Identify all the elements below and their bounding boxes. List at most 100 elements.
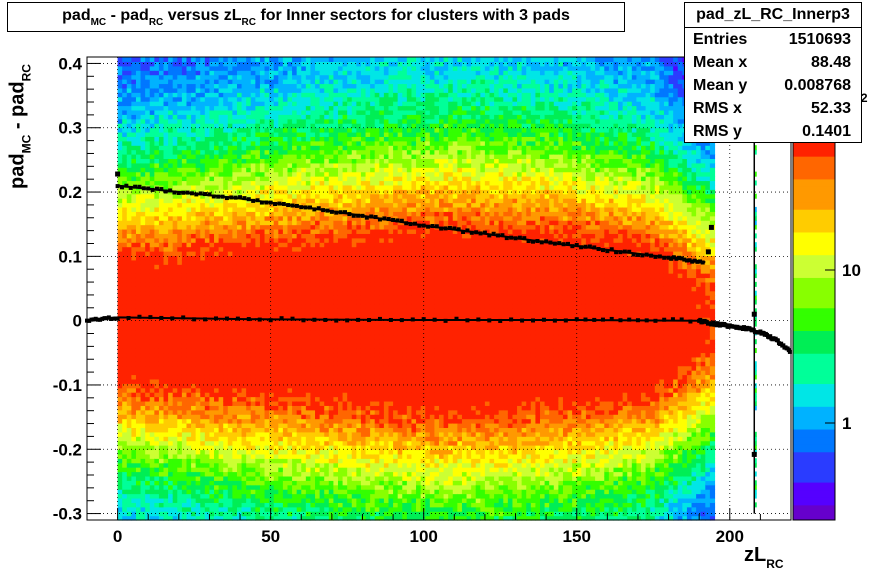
heatmap-cell — [319, 109, 325, 115]
heatmap-cell — [186, 370, 192, 376]
heatmap-cell — [264, 109, 270, 115]
heatmap-cell — [214, 502, 220, 508]
heatmap-cell — [209, 136, 215, 142]
heatmap-cell — [241, 264, 247, 270]
heatmap-cell — [223, 74, 229, 80]
heatmap-cell — [296, 462, 302, 468]
heatmap-cell — [264, 286, 270, 292]
heatmap-cell — [328, 392, 334, 398]
heatmap-cell — [200, 215, 206, 221]
heatmap-cell — [149, 228, 155, 234]
heatmap-cell — [186, 374, 192, 380]
heatmap-cell — [319, 356, 325, 362]
heatmap-cell — [305, 281, 312, 287]
heatmap-cell — [149, 114, 155, 120]
heatmap-cell — [246, 502, 252, 508]
heatmap-cell — [236, 418, 243, 424]
heatmap-cell — [191, 308, 197, 314]
heatmap-cell — [278, 400, 284, 406]
heatmap-cell — [333, 370, 339, 376]
heatmap-cell — [324, 511, 330, 517]
heatmap-cell — [305, 242, 312, 248]
heatmap-cell — [259, 445, 266, 451]
heatmap-cell — [135, 114, 142, 120]
heatmap-cell — [195, 290, 201, 296]
heatmap-cell — [333, 277, 339, 283]
heatmap-cell — [154, 497, 160, 503]
heatmap-cell — [328, 321, 334, 327]
heatmap-cell — [145, 215, 151, 221]
heatmap-cell — [135, 400, 142, 406]
heatmap-cell — [232, 206, 238, 212]
heatmap-cell — [204, 83, 211, 89]
heatmap-cell — [301, 228, 307, 234]
heatmap-cell — [122, 414, 128, 420]
heatmap-cell — [172, 431, 178, 437]
heatmap-cell — [140, 215, 146, 221]
heatmap-cell — [191, 418, 197, 424]
heatmap-cell — [250, 339, 256, 345]
heatmap-cell — [241, 458, 247, 464]
heatmap-cell — [292, 511, 298, 517]
heatmap-cell — [163, 109, 169, 115]
heatmap-cell — [158, 145, 165, 151]
heatmap-cell — [154, 154, 160, 160]
heatmap-cell — [122, 515, 128, 521]
heatmap-cell — [310, 83, 316, 89]
heatmap-cell — [296, 61, 302, 67]
heatmap-cell — [149, 215, 155, 221]
heatmap-cell — [218, 484, 224, 490]
heatmap-cell — [310, 374, 316, 380]
heatmap-cell — [292, 405, 298, 411]
heatmap-cell — [131, 273, 137, 279]
heatmap-cell — [292, 303, 298, 309]
heatmap-cell — [255, 184, 261, 190]
heatmap-cell — [172, 471, 178, 477]
heatmap-cell — [122, 502, 128, 508]
heatmap-cell — [305, 158, 312, 164]
heatmap-cell — [158, 70, 165, 76]
heatmap-cell — [209, 57, 215, 63]
heatmap-cell — [241, 489, 247, 495]
heatmap-cell — [269, 114, 275, 120]
heatmap-cell — [296, 467, 302, 473]
heatmap-cell — [214, 414, 220, 420]
heatmap-cell — [177, 422, 183, 428]
heatmap-cell — [236, 96, 243, 102]
heatmap-cell — [181, 259, 188, 265]
heatmap-cell — [209, 251, 215, 257]
heatmap-cell — [255, 92, 261, 98]
heatmap-cell — [172, 436, 178, 442]
heatmap-cell — [195, 308, 201, 314]
heatmap-cell — [278, 321, 284, 327]
heatmap-cell — [145, 400, 151, 406]
heatmap-cell — [287, 83, 293, 89]
heatmap-cell — [296, 277, 302, 283]
heatmap-cell — [250, 228, 256, 234]
heatmap-cell — [131, 220, 137, 226]
heatmap-cell — [278, 418, 284, 424]
heatmap-cell — [250, 206, 256, 212]
heatmap-cell — [145, 414, 151, 420]
heatmap-cell — [172, 118, 178, 124]
heatmap-cell — [204, 308, 211, 314]
heatmap-cell — [255, 418, 261, 424]
heatmap-cell — [209, 409, 215, 415]
heatmap-cell — [287, 440, 293, 446]
heatmap-cell — [296, 352, 302, 358]
heatmap-cell — [278, 365, 284, 371]
heatmap-cell — [227, 475, 233, 481]
heatmap-cell — [250, 365, 256, 371]
heatmap-cell — [296, 237, 302, 243]
heatmap-cell — [145, 57, 151, 63]
heatmap-cell — [223, 215, 229, 221]
heatmap-cell — [181, 343, 188, 349]
heatmap-cell — [135, 176, 142, 182]
heatmap-cell — [292, 101, 298, 107]
heatmap-cell — [301, 493, 307, 499]
heatmap-cell — [296, 114, 302, 120]
heatmap-cell — [333, 475, 339, 481]
heatmap-cell — [186, 343, 192, 349]
heatmap-cell — [223, 87, 229, 93]
heatmap-cell — [301, 370, 307, 376]
